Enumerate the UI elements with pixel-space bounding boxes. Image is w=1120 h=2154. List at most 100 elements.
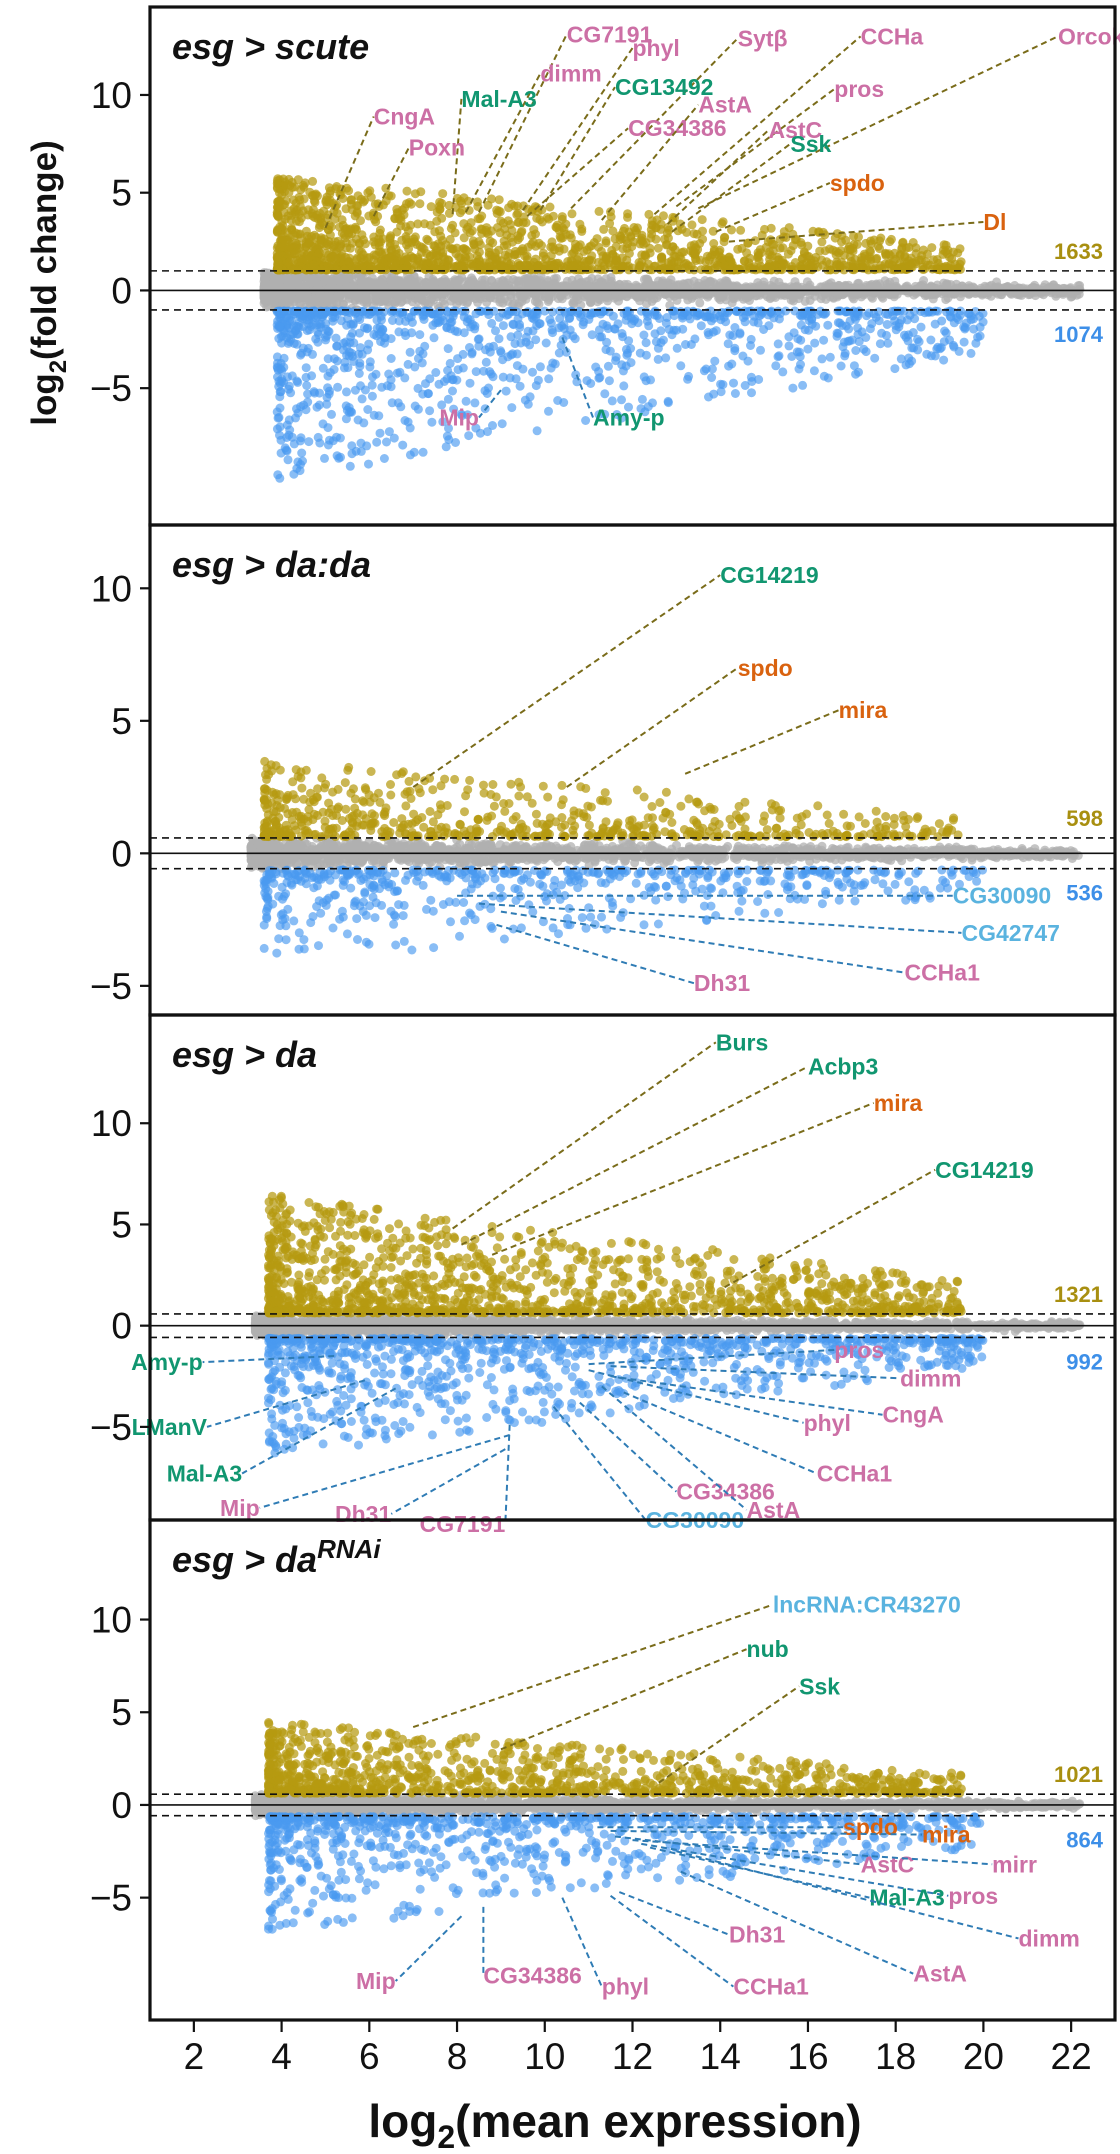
- point-down: [630, 314, 640, 324]
- point-up: [750, 236, 760, 246]
- point-down: [277, 374, 287, 384]
- point-up: [455, 208, 465, 218]
- point-down: [304, 319, 313, 329]
- point-up: [606, 207, 615, 217]
- point-ns: [462, 298, 472, 308]
- point-ns: [270, 293, 280, 303]
- point-down: [619, 381, 629, 391]
- point-up: [605, 219, 615, 228]
- point-ns: [790, 277, 800, 287]
- point-up: [904, 242, 914, 252]
- point-down: [535, 362, 545, 372]
- point-down: [413, 383, 423, 393]
- point-up: [587, 256, 597, 266]
- point-up: [610, 234, 620, 244]
- point-ns: [723, 284, 733, 294]
- point-down: [289, 439, 299, 449]
- point-down: [316, 306, 326, 316]
- point-down: [735, 329, 745, 339]
- point-up: [499, 241, 509, 251]
- point-up: [864, 252, 874, 262]
- point-up: [515, 233, 525, 243]
- point-ns: [845, 284, 855, 294]
- point-down: [684, 371, 694, 381]
- point-up: [459, 244, 469, 253]
- gene-leader-line: [478, 389, 502, 419]
- point-down: [453, 365, 463, 375]
- point-down: [901, 332, 911, 342]
- point-down: [301, 363, 311, 373]
- gene-leader-line: [522, 47, 634, 211]
- point-up: [502, 264, 512, 274]
- point-down: [283, 455, 293, 465]
- point-up: [286, 215, 296, 225]
- point-down: [681, 340, 690, 349]
- point-down: [528, 326, 538, 336]
- points: [246, 756, 1083, 958]
- point-up: [450, 228, 460, 238]
- point-down: [328, 436, 338, 446]
- point-up: [346, 195, 356, 205]
- point-down: [774, 351, 784, 361]
- point-up: [491, 259, 501, 269]
- point-up: [548, 211, 558, 221]
- point-down: [811, 321, 821, 331]
- point-up: [629, 223, 639, 232]
- point-ns: [878, 293, 888, 303]
- point-down: [890, 364, 900, 374]
- point-down: [532, 426, 542, 436]
- point-up: [890, 248, 900, 258]
- point-up: [435, 204, 445, 214]
- point-up: [687, 220, 697, 230]
- point-down: [494, 312, 504, 322]
- point-up: [622, 255, 632, 265]
- gene-leader-line: [464, 72, 542, 213]
- panels: CG7191phylSytβCCHaOrcokinindimmMal-A3CG1…: [90, 5, 1120, 2022]
- point-down: [833, 318, 843, 328]
- point-down: [425, 406, 435, 416]
- point-up: [876, 233, 886, 243]
- point-up: [569, 248, 579, 258]
- point-down: [475, 428, 485, 438]
- point-down: [564, 314, 574, 324]
- point-up: [510, 246, 520, 256]
- point-up: [645, 243, 655, 253]
- point-up: [513, 258, 523, 268]
- point-up: [390, 239, 400, 249]
- point-up: [565, 230, 575, 240]
- point-ns: [530, 296, 540, 306]
- point-down: [315, 438, 325, 448]
- point-down: [513, 330, 523, 340]
- point-down: [617, 360, 627, 370]
- point-up: [918, 262, 928, 272]
- point-down: [505, 373, 515, 383]
- point-down: [561, 347, 571, 357]
- point-down: [877, 328, 887, 338]
- gene-label: CngA: [374, 103, 435, 129]
- point-up: [697, 215, 707, 225]
- point-ns: [717, 292, 727, 302]
- point-down: [410, 306, 420, 316]
- point-up: [273, 258, 283, 267]
- point-down: [461, 396, 471, 406]
- point-up: [919, 245, 928, 255]
- point-ns: [774, 277, 784, 287]
- point-down: [870, 353, 880, 363]
- point-up: [392, 227, 402, 237]
- point-up: [295, 195, 305, 205]
- point-ns: [639, 274, 649, 284]
- point-up: [701, 257, 711, 266]
- point-down: [465, 315, 475, 325]
- point-down: [320, 453, 329, 463]
- point-up: [868, 265, 878, 274]
- point-ns: [991, 288, 1001, 297]
- point-down: [817, 354, 827, 364]
- point-down: [916, 307, 926, 316]
- point-up: [626, 232, 636, 242]
- point-down: [386, 354, 396, 363]
- point-up: [472, 251, 482, 261]
- point-up: [296, 185, 306, 195]
- y-tick-label: −5: [90, 368, 132, 409]
- point-up: [440, 254, 450, 264]
- point-ns: [485, 293, 495, 302]
